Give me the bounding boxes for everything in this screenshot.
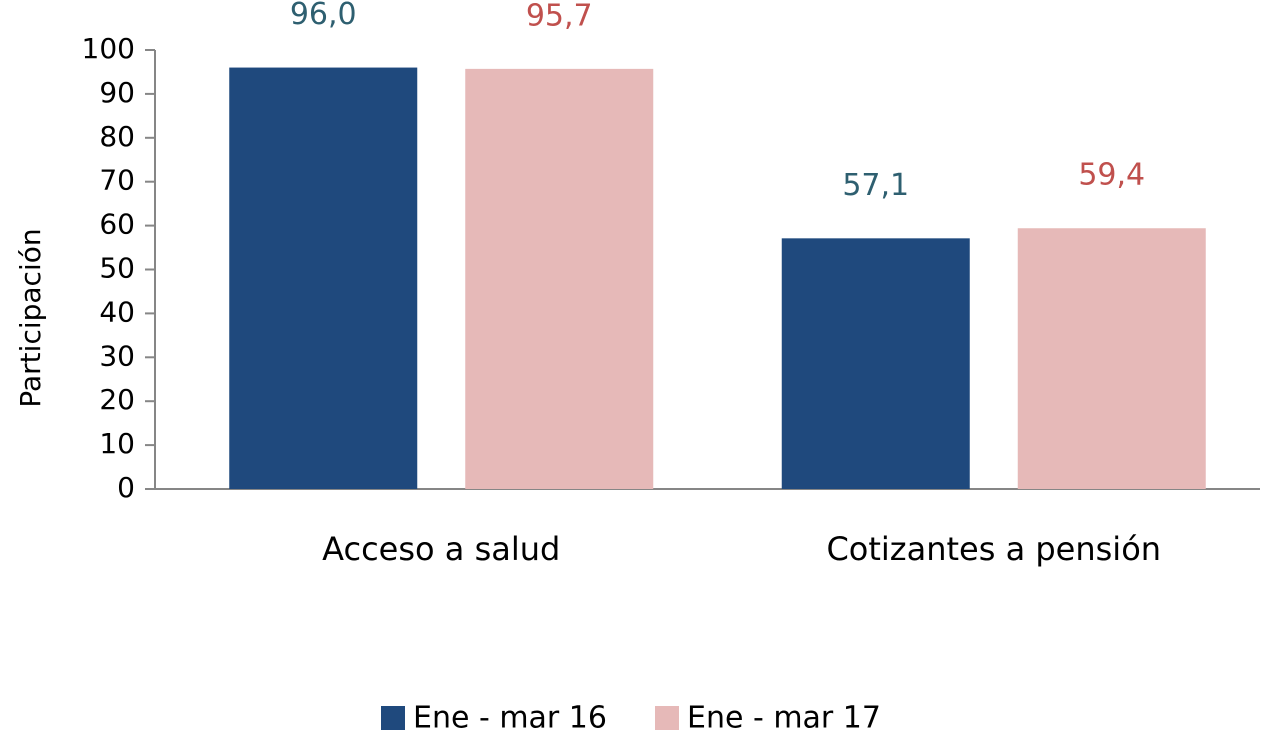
y-tick-label: 10 [99,427,135,460]
y-tick-label: 40 [99,295,135,328]
value-label: 95,7 [526,0,593,33]
bar [465,68,654,489]
y-tick-label: 30 [99,339,135,372]
y-tick-label: 50 [99,252,135,285]
value-label: 96,0 [290,0,357,32]
y-tick-label: 80 [99,120,135,153]
y-tick-label: 70 [99,164,135,197]
bar [781,238,970,489]
x-tick-label: Cotizantes a pensión [826,530,1161,568]
value-label: 57,1 [842,168,909,203]
y-tick-label: 0 [117,471,135,504]
legend-label: Ene - mar 17 [687,701,881,733]
y-tick-label: 100 [82,32,135,65]
value-label: 59,4 [1078,158,1145,193]
x-tick-label: Acceso a salud [322,530,560,568]
y-tick-label: 60 [99,208,135,241]
legend-label: Ene - mar 16 [413,701,607,733]
bar [229,67,418,489]
legend-swatch [381,706,405,730]
y-tick-label: 90 [99,76,135,109]
legend-swatch [655,706,679,730]
bar [1017,228,1206,489]
y-axis-label: Participación [14,228,47,407]
y-tick-label: 20 [99,383,135,416]
